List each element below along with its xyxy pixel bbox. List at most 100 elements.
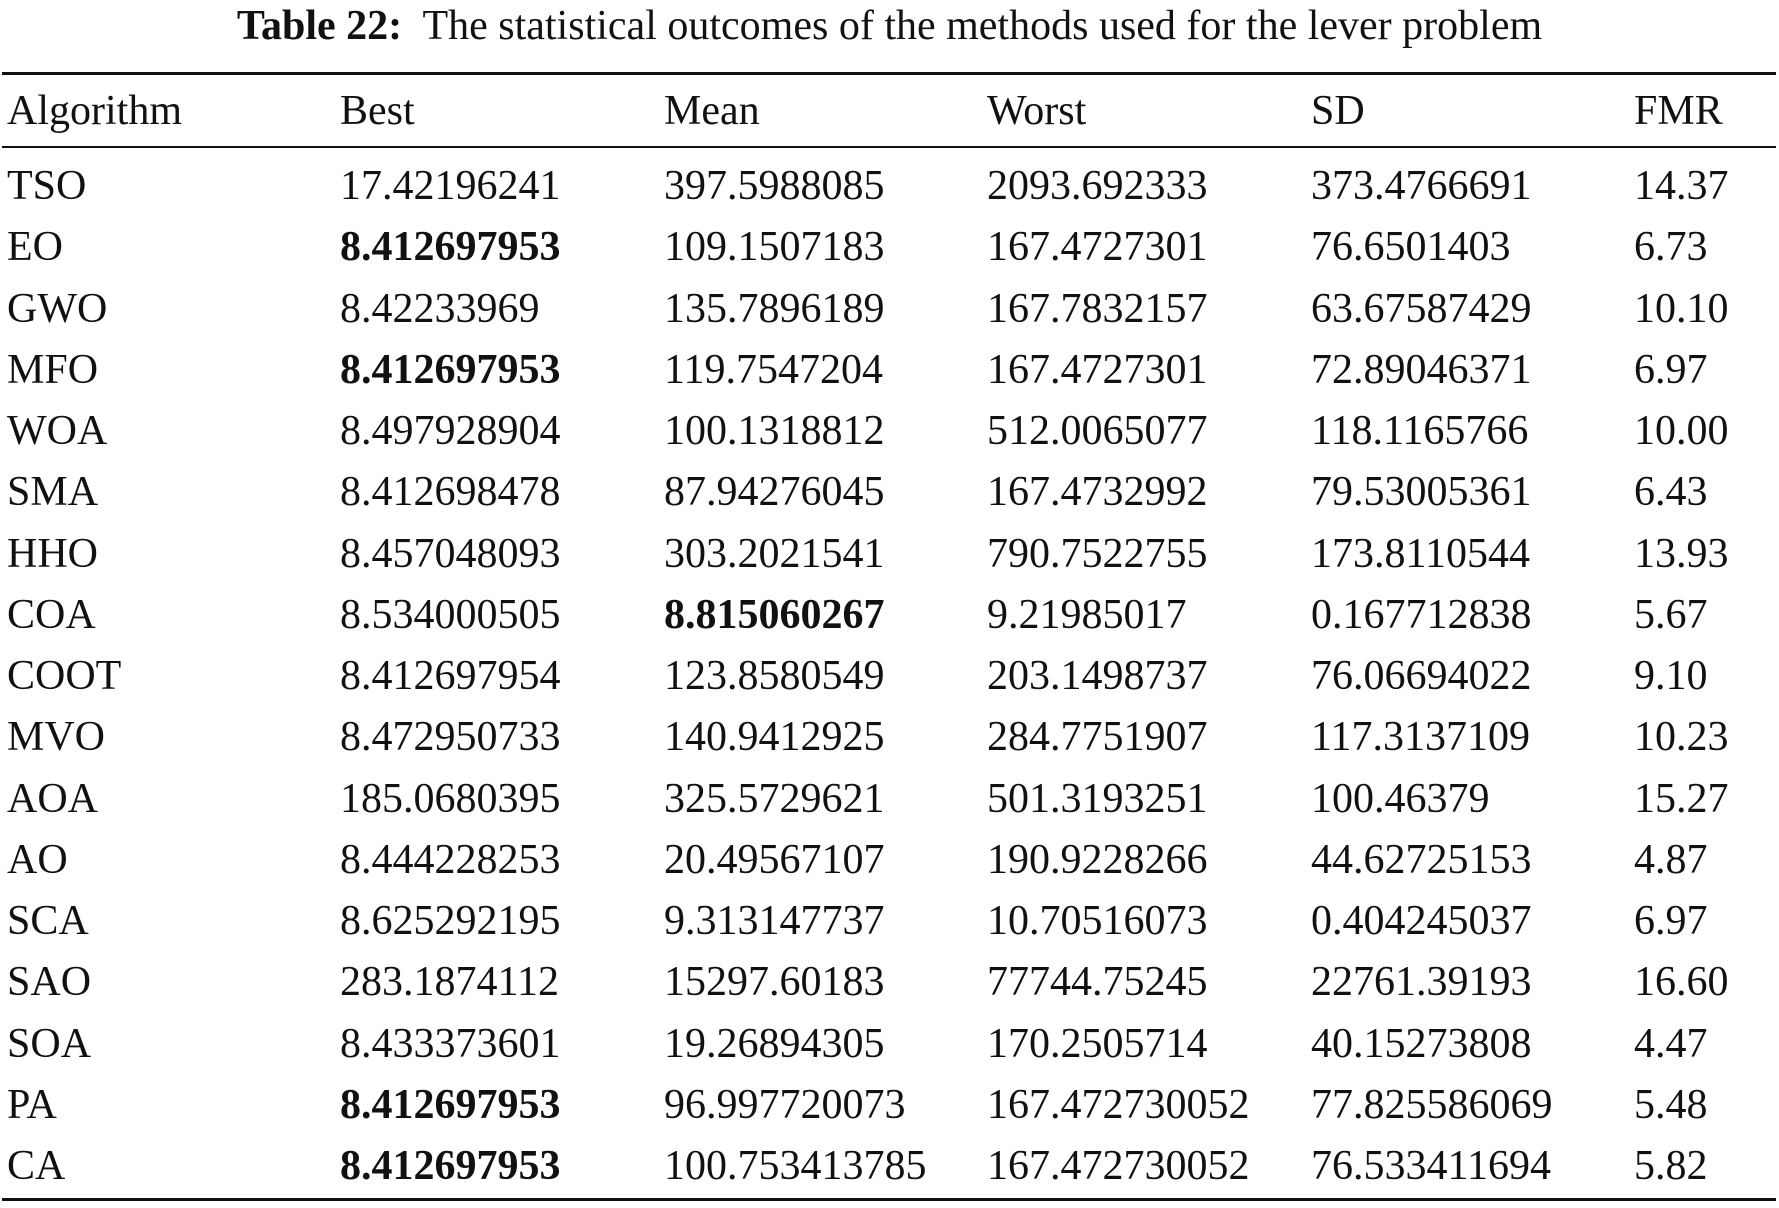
cell: 10.70516073 [987,898,1208,944]
cell: 20.49567107 [664,836,885,883]
cell: 8.472950733 [340,714,561,761]
cell: 109.1507183 [664,224,885,271]
row-label: COA [7,591,96,638]
cell: 87.94276045 [664,469,885,516]
cell: 284.7751907 [987,714,1208,761]
cell: 6.43 [1634,469,1708,516]
cell: 8.412697953 [340,1143,561,1189]
cell: 10.00 [1634,408,1729,454]
cell: 167.7832157 [987,285,1208,332]
cell: 4.87 [1634,836,1708,883]
header-cell: SD [1311,88,1365,134]
cell: 76.6501403 [1311,224,1511,271]
cell: 8.412698478 [340,469,561,516]
cell: 9.313147737 [664,898,885,944]
cell: 8.412697953 [340,224,561,271]
cell: 77744.75245 [987,959,1208,1006]
cell: 100.753413785 [664,1143,927,1189]
header-cell: Best [340,88,415,134]
row-label: HHO [7,530,98,577]
cell: 118.1165766 [1311,408,1529,454]
cell: 8.457048093 [340,530,561,577]
cell: 63.67587429 [1311,285,1532,332]
cell: 167.472730052 [987,1081,1250,1128]
cell: 72.89046371 [1311,346,1532,393]
cell: 6.97 [1634,898,1708,944]
cell: 76.06694022 [1311,653,1532,699]
cell: 5.67 [1634,591,1708,638]
top-rule [2,72,1776,75]
cell: 2093.692333 [987,163,1208,209]
cell: 5.82 [1634,1143,1708,1189]
cell: 8.42233969 [340,285,540,332]
cell: 44.62725153 [1311,836,1532,883]
cell: 8.497928904 [340,408,561,454]
row-label: PA [7,1081,57,1128]
row-label: MVO [7,714,106,761]
cell: 16.60 [1634,959,1729,1006]
cell: 190.9228266 [987,836,1208,883]
row-label: SMA [7,469,99,516]
cell: 96.997720073 [664,1081,906,1128]
row-label: SAO [7,959,92,1006]
cell: 0.167712838 [1311,591,1532,638]
cell: 167.472730052 [987,1143,1250,1189]
cell: 185.0680395 [340,775,561,822]
row-label: EO [7,224,63,271]
cell: 8.412697953 [340,1081,561,1128]
header-cell: Algorithm [7,88,182,134]
cell: 13.93 [1634,530,1729,577]
cell: 167.4727301 [987,346,1208,393]
cell: 8.412697954 [340,653,561,699]
cell: 8.534000505 [340,591,561,638]
cell: 303.2021541 [664,530,885,577]
cell: 123.8580549 [664,653,885,699]
cell: 283.1874112 [340,959,559,1006]
cell: 8.433373601 [340,1020,561,1067]
cell: 373.4766691 [1311,163,1532,209]
cell: 8.444228253 [340,836,561,883]
cell: 76.533411694 [1311,1143,1551,1189]
cell: 135.7896189 [664,285,885,332]
header-rule [2,146,1776,148]
cell: 9.10 [1634,653,1708,699]
caption-text: The statistical outcomes of the methods … [422,3,1543,49]
cell: 19.26894305 [664,1020,885,1067]
row-label: TSO [7,163,87,209]
header-cell: Mean [664,88,760,134]
cell: 325.5729621 [664,775,885,822]
cell: 9.21985017 [987,591,1187,638]
cell: 79.53005361 [1311,469,1532,516]
header-cell: Worst [987,88,1087,134]
row-label: SCA [7,898,89,944]
cell: 8.412697953 [340,346,561,393]
row-label: MFO [7,346,99,393]
row-label: AO [7,836,68,883]
header-cell: FMR [1634,88,1723,134]
cell: 77.825586069 [1311,1081,1553,1128]
caption-label: Table 22: [236,3,403,49]
cell: 8.625292195 [340,898,561,944]
cell: 173.8110544 [1311,530,1530,577]
cell: 6.97 [1634,346,1708,393]
cell: 140.9412925 [664,714,885,761]
cell: 203.1498737 [987,653,1208,699]
row-label: GWO [7,285,108,332]
row-label: COOT [7,653,122,699]
cell: 167.4732992 [987,469,1208,516]
cell: 512.0065077 [987,408,1208,454]
cell: 4.47 [1634,1020,1708,1067]
row-label: AOA [7,775,98,822]
cell: 40.15273808 [1311,1020,1532,1067]
cell: 117.3137109 [1311,714,1530,761]
cell: 501.3193251 [987,775,1208,822]
cell: 15.27 [1634,775,1729,822]
cell: 397.5988085 [664,163,885,209]
cell: 0.404245037 [1311,898,1532,944]
cell: 100.1318812 [664,408,885,454]
cell: 6.73 [1634,224,1708,271]
cell: 15297.60183 [664,959,885,1006]
row-label: SOA [7,1020,92,1067]
cell: 5.48 [1634,1081,1708,1128]
cell: 170.2505714 [987,1020,1208,1067]
